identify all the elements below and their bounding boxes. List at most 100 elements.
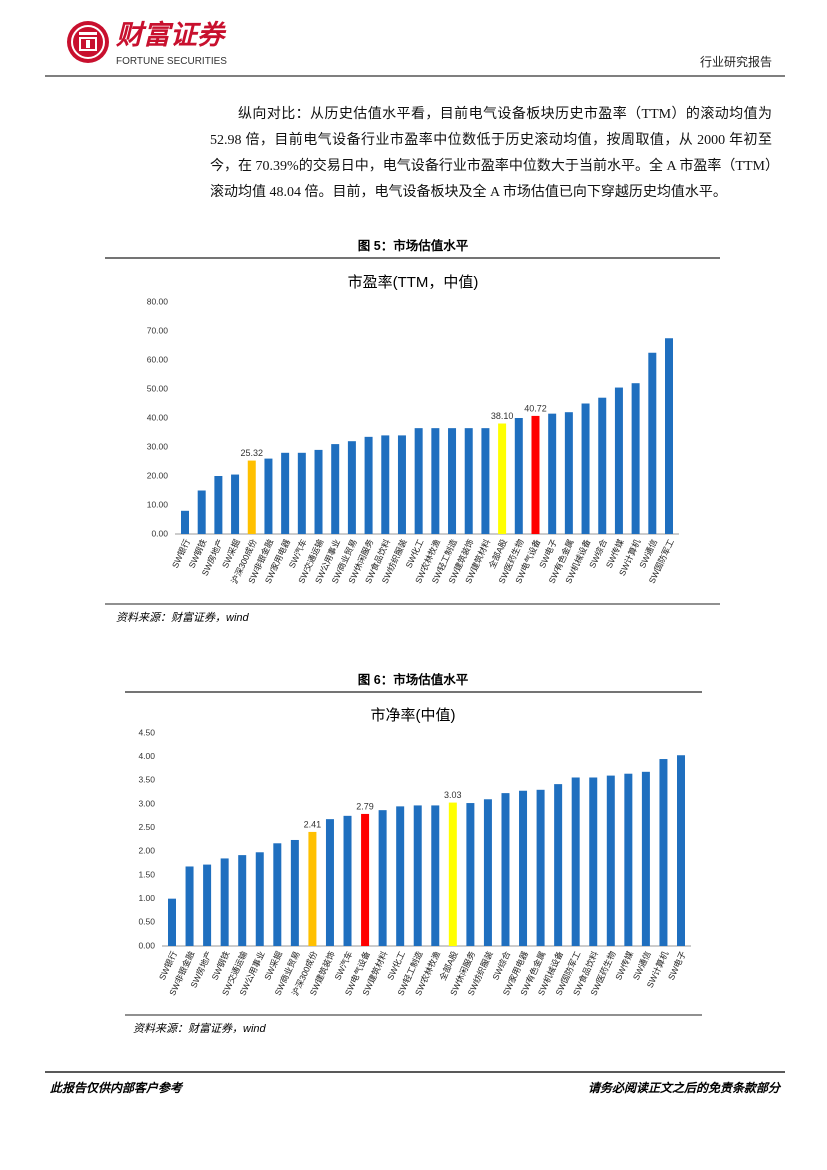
value-label: 25.32 bbox=[240, 448, 263, 458]
bar bbox=[464, 428, 473, 534]
company-name-en: FORTUNE SECURITIES bbox=[116, 56, 227, 67]
bar bbox=[197, 490, 206, 534]
bar bbox=[677, 755, 685, 946]
bar bbox=[536, 789, 545, 946]
chart-title: 市盈率(TTM，中值) bbox=[348, 274, 479, 291]
value-label: 40.72 bbox=[524, 403, 547, 413]
bar bbox=[414, 428, 423, 534]
bar bbox=[397, 435, 406, 534]
bar bbox=[648, 352, 657, 534]
bar bbox=[466, 803, 475, 946]
bar bbox=[203, 864, 212, 946]
value-label: 38.10 bbox=[491, 411, 514, 421]
bar bbox=[343, 815, 352, 946]
bar bbox=[431, 805, 440, 946]
bar bbox=[448, 802, 457, 946]
logo bbox=[67, 21, 109, 63]
bar bbox=[281, 452, 290, 534]
bar bbox=[501, 793, 510, 946]
y-tick-label: 1.00 bbox=[138, 893, 155, 903]
bar bbox=[514, 418, 523, 534]
body-paragraph: 纵向对比：从历史估值水平看，目前电气设备板块历史市盈率（TTM）的滚动均值为 5… bbox=[210, 107, 772, 200]
footer-left: 此报告仅供内部客户参考 bbox=[50, 1081, 184, 1095]
bar bbox=[614, 387, 623, 534]
bar bbox=[631, 383, 640, 534]
bar bbox=[378, 810, 387, 946]
bar bbox=[255, 852, 264, 946]
chart-title: 市净率(中值) bbox=[371, 707, 456, 724]
bar bbox=[598, 397, 607, 534]
bar bbox=[185, 866, 194, 946]
bar bbox=[431, 428, 440, 534]
bar bbox=[413, 805, 422, 946]
bar bbox=[659, 759, 668, 946]
bar bbox=[314, 449, 323, 534]
y-tick-label: 2.00 bbox=[138, 846, 155, 856]
y-tick-label: 70.00 bbox=[147, 325, 169, 335]
bar bbox=[548, 413, 557, 534]
y-tick-label: 2.50 bbox=[138, 822, 155, 832]
y-tick-label: 3.00 bbox=[138, 798, 155, 808]
y-tick-label: 4.00 bbox=[138, 751, 155, 761]
bar bbox=[481, 428, 490, 534]
bar bbox=[606, 775, 615, 946]
bar bbox=[641, 771, 650, 946]
bar bbox=[273, 843, 282, 946]
bar bbox=[308, 831, 317, 946]
y-tick-label: 1.50 bbox=[138, 869, 155, 879]
bar bbox=[589, 777, 598, 946]
bar bbox=[168, 898, 176, 946]
bar bbox=[571, 777, 580, 946]
y-tick-label: 10.00 bbox=[147, 499, 169, 509]
value-label: 2.79 bbox=[356, 801, 374, 811]
figure-title: 图 6：市场估值水平 bbox=[358, 672, 469, 687]
y-tick-label: 20.00 bbox=[147, 470, 169, 480]
bar bbox=[381, 435, 390, 534]
bar bbox=[231, 474, 240, 534]
bar bbox=[498, 423, 507, 534]
y-tick-label: 0.50 bbox=[138, 917, 155, 927]
bar bbox=[331, 444, 340, 534]
bar bbox=[564, 412, 573, 534]
bar bbox=[624, 773, 633, 946]
bar bbox=[364, 436, 373, 534]
report-type: 行业研究报告 bbox=[700, 54, 772, 69]
figure-title: 图 5：市场估值水平 bbox=[358, 238, 469, 253]
y-tick-label: 60.00 bbox=[147, 354, 169, 364]
bar bbox=[264, 458, 273, 534]
y-tick-label: 30.00 bbox=[147, 441, 169, 451]
bar bbox=[238, 855, 247, 946]
bar bbox=[325, 819, 334, 946]
y-tick-label: 40.00 bbox=[147, 412, 169, 422]
company-name: 财富证券 bbox=[115, 20, 227, 50]
y-tick-label: 0.00 bbox=[138, 940, 155, 950]
y-tick-label: 3.50 bbox=[138, 775, 155, 785]
y-tick-label: 50.00 bbox=[147, 383, 169, 393]
bar bbox=[247, 460, 256, 534]
bar bbox=[581, 403, 590, 534]
bar bbox=[483, 799, 492, 946]
bar bbox=[347, 441, 356, 534]
figure-source: 资料来源：财富证券，wind bbox=[133, 1022, 267, 1035]
y-tick-label: 4.50 bbox=[138, 727, 155, 737]
value-label: 2.41 bbox=[304, 819, 322, 829]
bar bbox=[297, 452, 306, 534]
y-tick-label: 80.00 bbox=[147, 296, 169, 306]
y-tick-label: 0.00 bbox=[151, 528, 168, 538]
bar bbox=[554, 784, 563, 946]
bar bbox=[448, 428, 457, 534]
value-label: 3.03 bbox=[444, 790, 462, 800]
bar bbox=[361, 813, 370, 946]
bar bbox=[181, 510, 189, 534]
bar bbox=[665, 338, 673, 534]
bar bbox=[290, 839, 299, 946]
bar bbox=[396, 806, 405, 946]
figure-source: 资料来源：财富证券，wind bbox=[116, 611, 250, 624]
bar bbox=[214, 476, 223, 534]
footer-right: 请务必阅读正文之后的免责条款部分 bbox=[588, 1081, 782, 1095]
bar bbox=[531, 415, 540, 534]
bar bbox=[519, 790, 528, 946]
bar bbox=[220, 858, 229, 946]
